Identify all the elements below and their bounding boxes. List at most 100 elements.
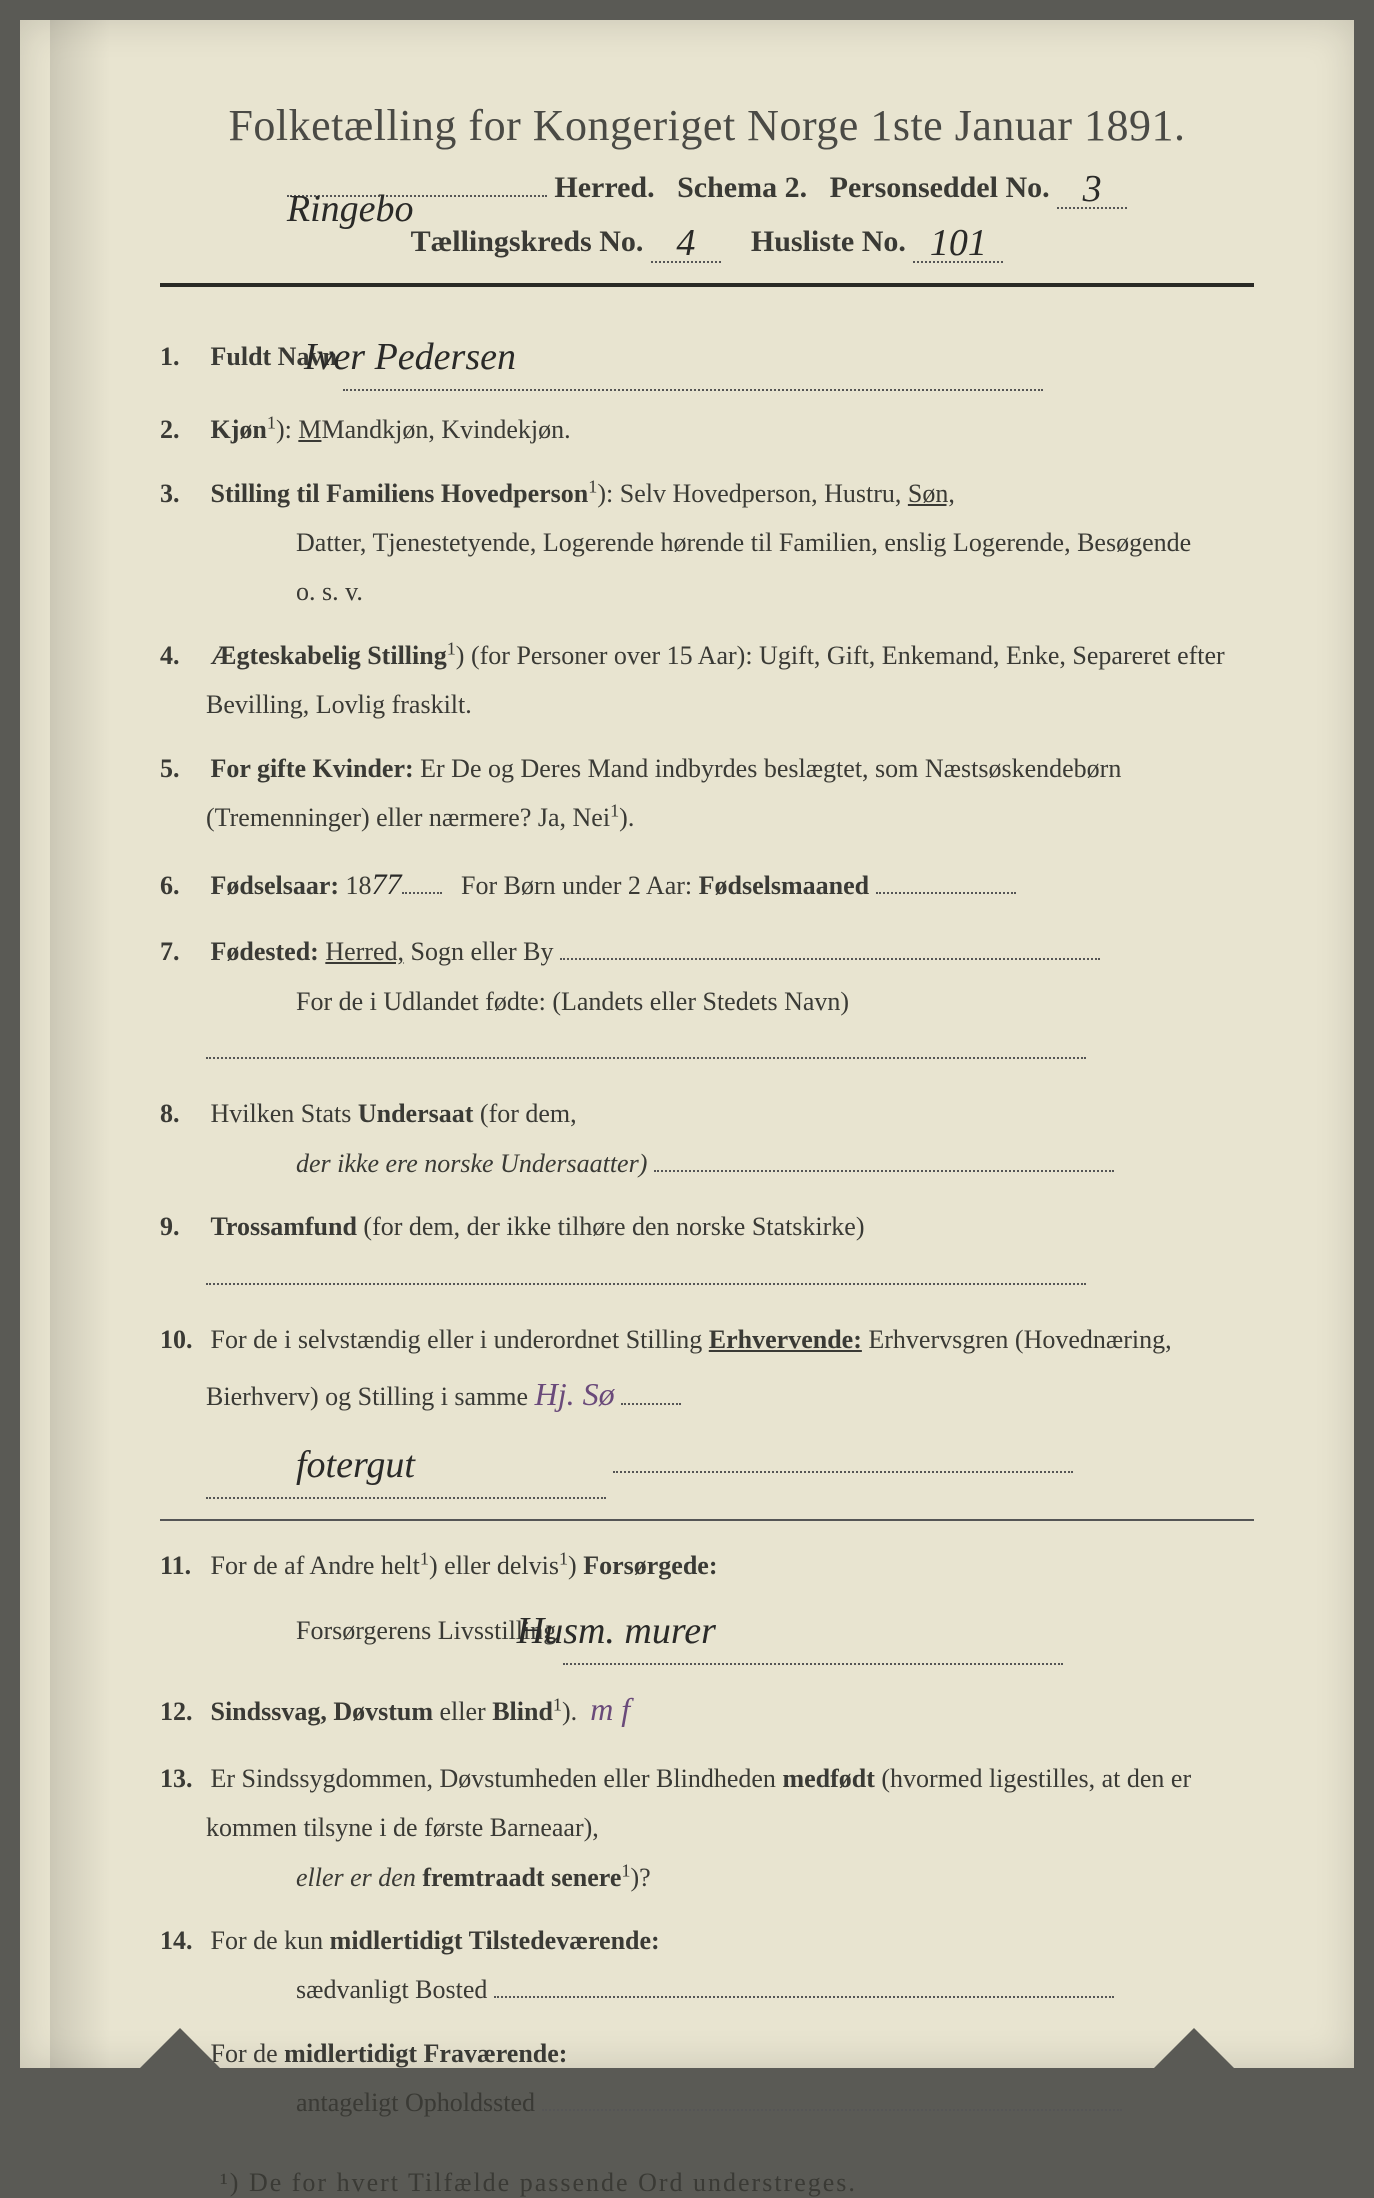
label-undersaat: Undersaat (358, 1099, 474, 1128)
label-medfodt: medfødt (782, 1764, 874, 1793)
aegteskab-note: (for Personer over 15 Aar): (471, 641, 753, 670)
opholdssted-field (542, 2109, 1122, 2111)
label-sindssvag: Sindssvag, Døvstum (211, 1697, 434, 1726)
num-4: 4. (160, 631, 204, 680)
erhverv-field2: fotergut (206, 1425, 606, 1499)
label-gifte: For gifte Kvinder: (211, 754, 414, 783)
herred-field: Ringebo (287, 195, 547, 197)
herred-handwritten: Ringebo (287, 187, 414, 231)
sindssvag-text: eller (440, 1697, 486, 1726)
tilstede-text1: For de kun (211, 1926, 330, 1955)
num-5: 5. (160, 744, 204, 793)
navn-field: Iver Pedersen (343, 317, 1043, 391)
erhverv-hand1: Hj. Sø (535, 1376, 615, 1412)
item-6: 6. Fødselsaar: 1877 For Børn under 2 Aar… (160, 856, 1254, 913)
herred-underlined: Herred, (325, 937, 404, 966)
item-1: 1. Fuldt Navn Iver Pedersen (160, 317, 1254, 391)
num-12: 12. (160, 1687, 204, 1736)
maaned-field (876, 892, 1016, 894)
item-3: 3. Stilling til Familiens Hovedperson1):… (160, 469, 1254, 617)
label-fodselsaar: Fødselsaar: (211, 871, 340, 900)
medfodt-q: ? (639, 1863, 651, 1892)
item-9: 9. Trossamfund (for dem, der ikke tilhør… (160, 1202, 1254, 1301)
herred-label: Herred. (554, 171, 654, 204)
kreds-no: 4 (676, 222, 695, 264)
item-11: 11. For de af Andre helt1) eller delvis1… (160, 1541, 1254, 1665)
forsorg-hand: Husm. murer (517, 1610, 716, 1652)
census-form-page: Folketælling for Kongeriget Norge 1ste J… (20, 20, 1354, 2068)
mandkjon: M (298, 415, 321, 444)
item-13: 13. Er Sindssygdommen, Døvstumheden elle… (160, 1754, 1254, 1902)
undersaat-field (654, 1170, 1114, 1172)
label-fravaerende: midlertidigt Fraværende: (284, 2039, 567, 2068)
num-8: 8. (160, 1089, 204, 1138)
item-15: 15. For de midlertidigt Fraværende: anta… (160, 2029, 1254, 2128)
num-10: 10. (160, 1315, 204, 1364)
year-hand: 77 (372, 868, 402, 901)
fravaer-text1: For de (211, 2039, 285, 2068)
trossamfund-field (206, 1283, 1086, 1285)
kreds-label: Tællingskreds No. (411, 225, 644, 258)
num-7: 7. (160, 927, 204, 976)
erhverv-text1: For de i selvstændig eller i underordnet… (211, 1325, 709, 1354)
medfodt-text3: eller er den (296, 1863, 422, 1892)
form-items: 1. Fuldt Navn Iver Pedersen 2. Kjøn1): M… (160, 317, 1254, 2128)
stilling-text1: Selv Hovedperson, Hustru, (620, 479, 908, 508)
label-aegteskab: Ægteskabelig Stilling (211, 641, 447, 670)
navn-value: Iver Pedersen (304, 336, 516, 378)
stilling-text3: o. s. v. (206, 577, 363, 606)
year-prefix: 18 (346, 871, 372, 900)
undersaat-text2: (for dem, (480, 1099, 577, 1128)
kjon-text: Mandkjøn, Kvindekjøn. (321, 415, 570, 444)
trossamfund-text: (for dem, der ikke tilhøre den norske St… (363, 1212, 864, 1241)
label-forsorgede: Forsørgede: (583, 1551, 717, 1580)
undersaat-text1: Hvilken Stats (211, 1099, 358, 1128)
label-blind: Blind (492, 1697, 553, 1726)
num-9: 9. (160, 1202, 204, 1251)
num-14: 14. (160, 1916, 204, 1965)
num-6: 6. (160, 861, 204, 910)
erhverv-field3 (613, 1471, 1073, 1473)
item-8: 8. Hvilken Stats Undersaat (for dem, der… (160, 1089, 1254, 1188)
fodested-field (560, 958, 1100, 960)
label-trossamfund: Trossamfund (211, 1212, 357, 1241)
forsorg-text1: For de af Andre helt (211, 1551, 420, 1580)
medfodt-text1: Er Sindssygdommen, Døvstumheden eller Bl… (211, 1764, 783, 1793)
bosted-field (494, 1996, 1114, 1998)
footnote: ¹) De for hvert Tilfælde passende Ord un… (160, 2168, 1254, 2198)
item-12: 12. Sindssvag, Døvstum eller Blind1). m … (160, 1679, 1254, 1740)
num-3: 3. (160, 469, 204, 518)
erhverv-dots (621, 1403, 681, 1405)
sindssvag-hand: m f (590, 1691, 630, 1727)
item-7: 7. Fødested: Herred, Sogn eller By For d… (160, 927, 1254, 1075)
fodested-text: Sogn eller By (411, 937, 554, 966)
num-13: 13. (160, 1754, 204, 1803)
kreds-field: 4 (651, 217, 721, 263)
label-fodselsmaaned: Fødselsmaaned (699, 871, 869, 900)
item-4: 4. Ægteskabelig Stilling1) (for Personer… (160, 631, 1254, 730)
form-header: Folketælling for Kongeriget Norge 1ste J… (160, 100, 1254, 263)
husliste-no: 101 (930, 222, 987, 264)
son-underlined: Søn, (908, 479, 955, 508)
item-10: 10. For de i selvstændig eller i underor… (160, 1315, 1254, 1499)
husliste-label: Husliste No. (751, 225, 906, 258)
item-14: 14. For de kun midlertidigt Tilstedevære… (160, 1916, 1254, 2015)
erhverv-hand2: fotergut (296, 1444, 415, 1486)
personseddel-label: Personseddel No. (830, 171, 1050, 204)
husliste-field: 101 (913, 217, 1003, 263)
herred-line: Ringebo Herred. Schema 2. Personseddel N… (160, 163, 1254, 209)
label-stilling: Stilling til Familiens Hovedperson (211, 479, 589, 508)
schema-label: Schema 2. (677, 171, 807, 204)
label-erhvervende: Erhvervende: (709, 1325, 862, 1354)
item-2: 2. Kjøn1): MMandkjøn, Kvindekjøn. (160, 405, 1254, 454)
fravaer-text2: antageligt Opholdssted (206, 2088, 535, 2117)
label-kjon: Kjøn (211, 415, 267, 444)
tilstede-text2: sædvanligt Bosted (206, 1975, 487, 2004)
born-text: For Børn under 2 Aar: (461, 871, 692, 900)
num-11: 11. (160, 1541, 204, 1590)
udlandet-text: For de i Udlandet fødte: (Landets eller … (206, 987, 849, 1016)
forsorg-text3: Forsørgerens Livsstilling (206, 1616, 556, 1645)
item-5: 5. For gifte Kvinder: Er De og Deres Man… (160, 744, 1254, 843)
personseddel-no: 3 (1083, 168, 1102, 210)
year-dots (402, 892, 442, 894)
